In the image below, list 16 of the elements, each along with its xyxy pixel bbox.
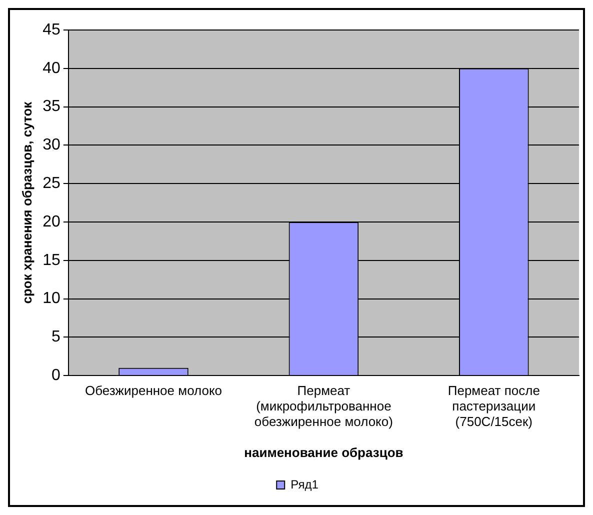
y-tick-label: 5 (51, 328, 60, 346)
x-axis-title: наименование образцов (244, 444, 404, 460)
x-tick-label: Пермеат после пастеризации (750С/15сек) (448, 382, 540, 430)
x-tick-label: Пермеат (микрофильтрованное обезжиренное молоко) (254, 382, 393, 430)
legend-label: Ряд1 (290, 477, 319, 492)
y-tick-label: 25 (42, 175, 60, 192)
y-tick-label: 30 (42, 136, 60, 154)
y-tick-label: 0 (51, 367, 60, 384)
x-tick-label: Обезжиренное молоко (84, 382, 222, 398)
y-tick-label: 20 (42, 213, 60, 230)
y-tick-label: 35 (42, 98, 60, 116)
y-tick-label: 45 (42, 21, 60, 38)
y-tick-label: 40 (42, 60, 60, 77)
y-tick-label: 15 (42, 252, 60, 269)
y-axis-title: срок хранения образцов, суток (19, 101, 34, 304)
y-tick-label: 10 (42, 290, 60, 308)
